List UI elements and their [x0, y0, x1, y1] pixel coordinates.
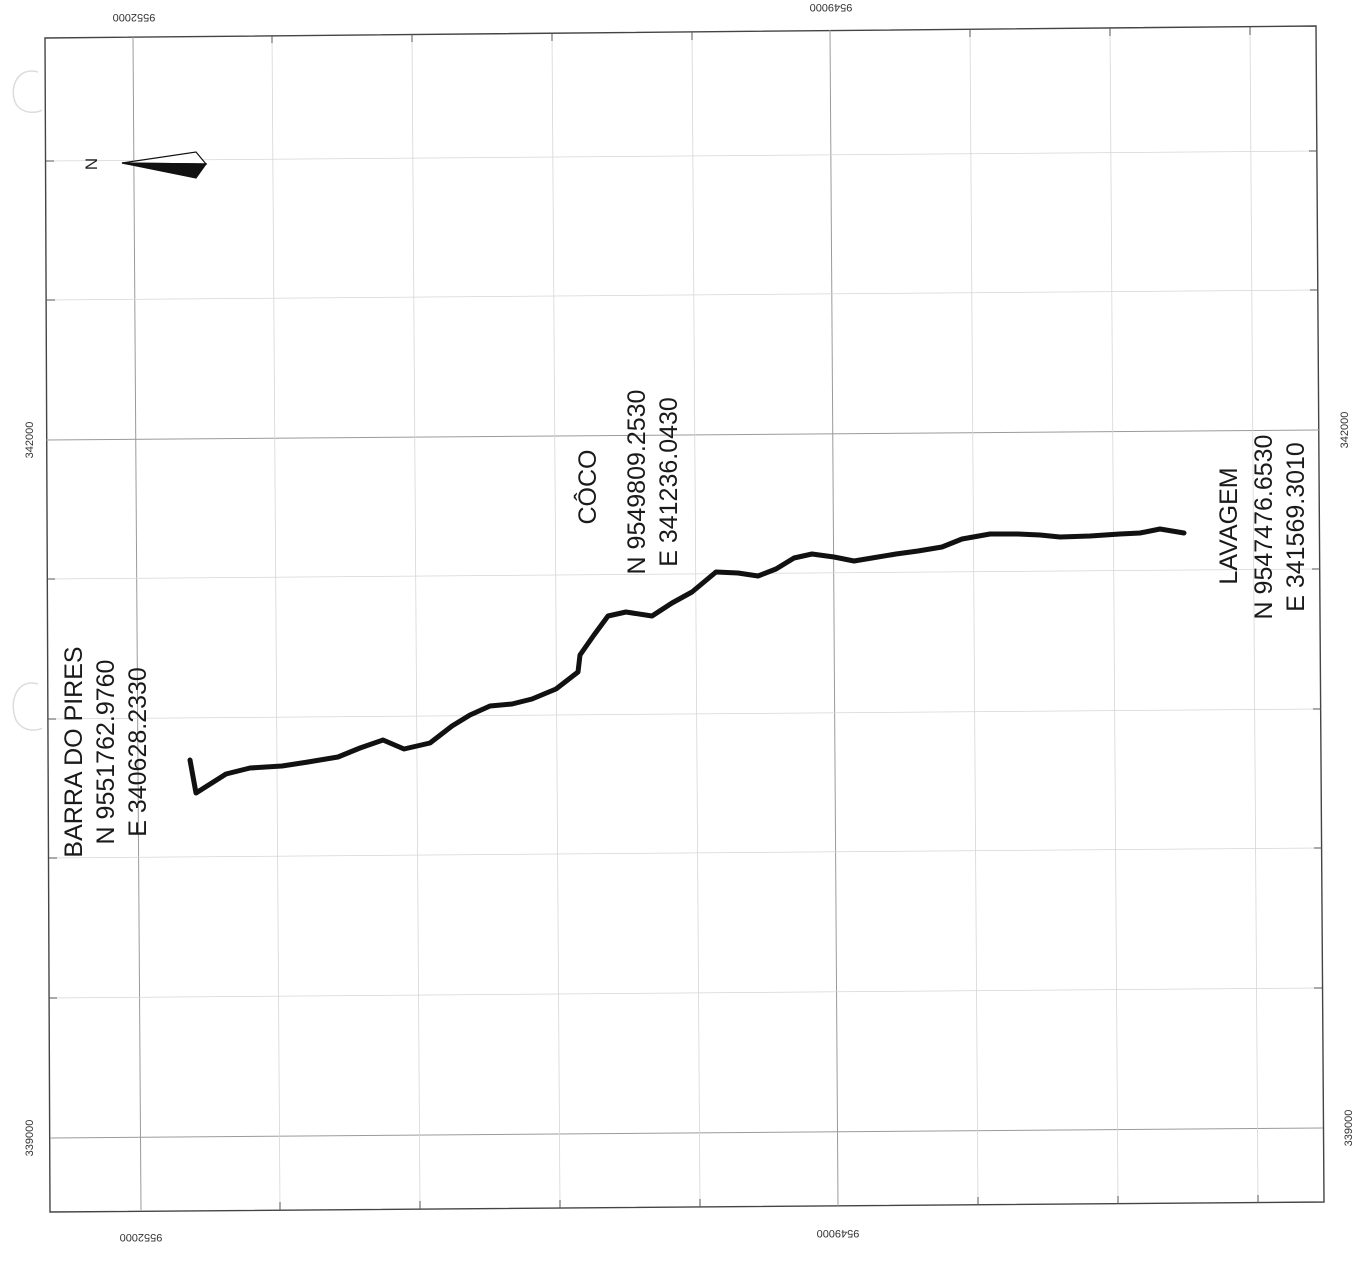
punch-hole-shadow — [12, 70, 43, 113]
easting-label-right-339000: 339000 — [1343, 1110, 1355, 1147]
waypoint-easting: E 341569.3010 — [1282, 442, 1310, 612]
minor-grid — [45, 26, 1323, 1211]
waypoint-label-barra-do-pires: BARRA DO PIRES N 9551762.9760 E 340628.2… — [60, 646, 152, 857]
waypoint-name: BARRA DO PIRES — [60, 646, 88, 857]
north-arrow-letter: N — [82, 158, 101, 170]
waypoint-easting: E 341236.0430 — [655, 397, 683, 567]
punch-hole-shadow — [12, 682, 43, 731]
grid-line-northing-9552000 — [132, 36, 142, 1211]
easting-label-left-342000: 342000 — [24, 422, 36, 459]
frame-ticks — [46, 27, 1322, 1210]
easting-label-left-339000: 339000 — [24, 1120, 36, 1157]
grid-line-easting-342000 — [45, 429, 1320, 441]
northing-label-bottom-9552000: 9552000 — [120, 1231, 163, 1243]
grid-line-northing-9549000 — [829, 29, 839, 1207]
waypoint-coords-lavagem: N 9547476.6530 E 341569.3010 — [1250, 435, 1310, 620]
northing-label-top-9549000: 9549000 — [810, 1, 853, 13]
north-arrow-icon: N — [82, 151, 208, 179]
waypoint-northing: N 9547476.6530 — [1250, 435, 1278, 620]
map-frame — [44, 25, 1325, 1213]
route-line — [187, 526, 1187, 796]
grid-line-easting-339000 — [49, 1127, 1324, 1139]
waypoint-label-coco: CÔCO — [573, 450, 602, 525]
waypoint-name: CÔCO — [573, 450, 602, 525]
easting-label-right-342000: 342000 — [1339, 412, 1351, 449]
waypoint-label-lavagem: LAVAGEM — [1215, 467, 1243, 584]
northing-label-bottom-9549000: 9549000 — [817, 1227, 860, 1239]
waypoint-northing: N 9551762.9760 — [92, 660, 120, 845]
waypoint-northing: N 9549809.2530 — [623, 390, 651, 575]
waypoint-easting: E 340628.2330 — [124, 667, 152, 837]
waypoint-coords-coco: N 9549809.2530 E 341236.0430 — [623, 390, 683, 575]
waypoint-name: LAVAGEM — [1215, 467, 1243, 584]
northing-label-top-9552000: 9552000 — [113, 11, 156, 23]
